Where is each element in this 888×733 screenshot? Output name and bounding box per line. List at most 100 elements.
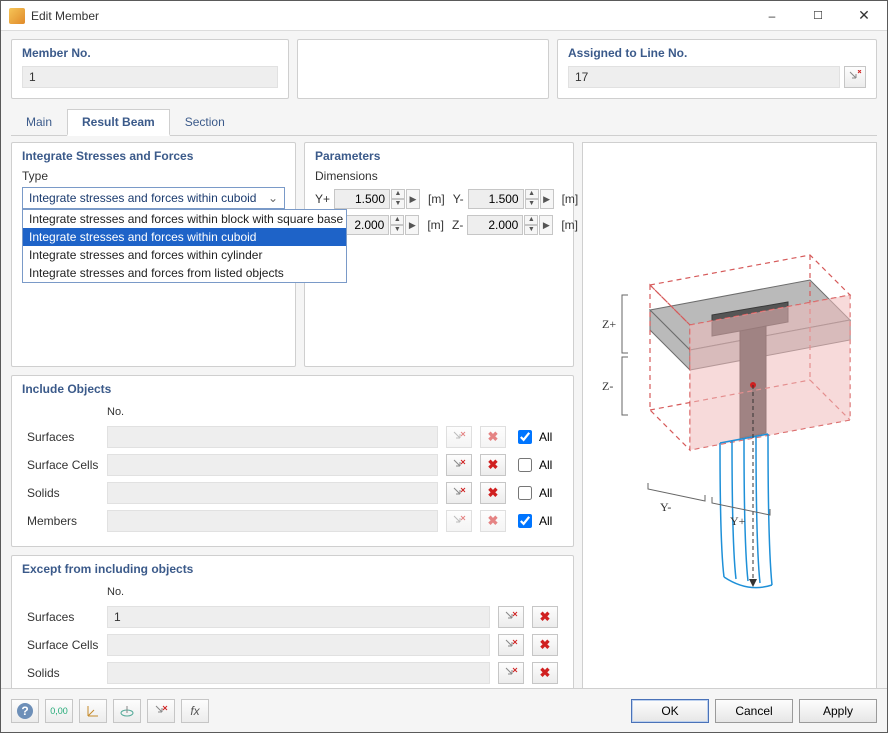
include-2-all-check[interactable]: All xyxy=(514,483,558,503)
member-no-label: Member No. xyxy=(22,46,278,60)
integrate-title: Integrate Stresses and Forces xyxy=(22,149,285,163)
include-0-pick-button xyxy=(446,426,472,448)
type-selected: Integrate stresses and forces within cub… xyxy=(29,191,256,205)
tool-axes-button[interactable] xyxy=(79,699,107,723)
include-title: Include Objects xyxy=(22,382,563,396)
apply-button[interactable]: Apply xyxy=(799,699,877,723)
include-0-input[interactable] xyxy=(107,426,438,448)
include-1-pick-button[interactable] xyxy=(446,454,472,476)
y-minus-input[interactable] xyxy=(468,189,524,209)
preview-z-minus: Z- xyxy=(602,379,613,393)
member-no-input[interactable] xyxy=(22,66,278,88)
chevron-down-icon: ⌄ xyxy=(268,191,278,205)
except-0-input[interactable] xyxy=(107,606,490,628)
tool-view-button[interactable] xyxy=(113,699,141,723)
client-area: Member No. Assigned to Line No. Main Res… xyxy=(1,31,887,688)
z-minus-input[interactable] xyxy=(467,215,523,235)
blank-header-panel xyxy=(297,39,549,99)
ok-button[interactable]: OK xyxy=(631,699,709,723)
y-minus-unit: [m] xyxy=(562,192,579,206)
y-plus-label: Y+ xyxy=(315,192,330,206)
preview-z-plus: Z+ xyxy=(602,317,616,331)
except-1-input[interactable] xyxy=(107,634,490,656)
pick-line-button[interactable] xyxy=(844,66,866,88)
window-title: Edit Member xyxy=(31,9,749,23)
assigned-line-label: Assigned to Line No. xyxy=(568,46,866,60)
preview-y-plus: Y+ xyxy=(730,514,746,528)
dialog-window: Edit Member – ☐ ✕ Member No. Assigned to… xyxy=(0,0,888,733)
assigned-line-input[interactable] xyxy=(568,66,840,88)
include-3-input[interactable] xyxy=(107,510,438,532)
minimize-button[interactable]: – xyxy=(749,1,795,31)
assigned-line-panel: Assigned to Line No. xyxy=(557,39,877,99)
except-0-pick-button[interactable] xyxy=(498,606,524,628)
include-0-all-check[interactable]: All xyxy=(514,427,558,447)
preview-svg: Z+ Z- Y- Y+ xyxy=(590,185,870,685)
type-option-0[interactable]: Integrate stresses and forces within blo… xyxy=(23,210,346,228)
member-no-panel: Member No. xyxy=(11,39,289,99)
include-0-delete-button: ✖ xyxy=(480,426,506,448)
type-option-3[interactable]: Integrate stresses and forces from liste… xyxy=(23,264,346,282)
include-row-label: Surface Cells xyxy=(24,452,102,478)
z-minus-unit: [m] xyxy=(561,218,578,232)
include-no-header: No. xyxy=(104,404,449,420)
except-title: Except from including objects xyxy=(22,562,563,576)
y-minus-spin[interactable]: ▲▼▶ xyxy=(468,189,554,209)
include-3-all-check[interactable]: All xyxy=(514,511,558,531)
tab-strip: Main Result Beam Section xyxy=(11,109,877,136)
view-icon xyxy=(119,703,135,719)
tab-result-beam[interactable]: Result Beam xyxy=(67,109,170,136)
tool-fx-button[interactable]: fx xyxy=(181,699,209,723)
tab-section[interactable]: Section xyxy=(170,109,240,135)
tool-pick-button[interactable] xyxy=(147,699,175,723)
except-2-pick-button[interactable] xyxy=(498,662,524,684)
include-1-delete-button[interactable]: ✖ xyxy=(480,454,506,476)
app-icon xyxy=(9,8,25,24)
type-option-2[interactable]: Integrate stresses and forces within cyl… xyxy=(23,246,346,264)
y-plus-unit: [m] xyxy=(428,192,445,206)
axes-icon xyxy=(85,703,101,719)
tool-units-button[interactable]: 0,00 xyxy=(45,699,73,723)
titlebar: Edit Member – ☐ ✕ xyxy=(1,1,887,31)
y-plus-input[interactable] xyxy=(334,189,390,209)
include-row-label: Solids xyxy=(24,480,102,506)
except-1-delete-button[interactable]: ✖ xyxy=(532,634,558,656)
include-1-all-check[interactable]: All xyxy=(514,455,558,475)
except-1-pick-button[interactable] xyxy=(498,634,524,656)
tab-main[interactable]: Main xyxy=(11,109,67,135)
type-combo[interactable]: Integrate stresses and forces within cub… xyxy=(22,187,285,209)
include-panel: Include Objects No. Surfaces ✖ All Surface … xyxy=(11,375,574,547)
include-row-label: Members xyxy=(24,508,102,534)
dimensions-label: Dimensions xyxy=(315,169,563,183)
type-label: Type xyxy=(22,169,285,183)
maximize-button[interactable]: ☐ xyxy=(795,1,841,31)
include-2-delete-button[interactable]: ✖ xyxy=(480,482,506,504)
include-2-input[interactable] xyxy=(107,482,438,504)
y-minus-label: Y- xyxy=(453,192,464,206)
z-plus-unit: [m] xyxy=(427,218,444,232)
y-plus-spin[interactable]: ▲▼▶ xyxy=(334,189,420,209)
pick-icon xyxy=(848,70,862,84)
except-0-delete-button[interactable]: ✖ xyxy=(532,606,558,628)
except-row-label: Surface Cells xyxy=(24,632,102,658)
preview-panel: Z+ Z- Y- Y+ xyxy=(582,142,877,688)
integrate-panel: Integrate Stresses and Forces Type Integ… xyxy=(11,142,296,367)
close-button[interactable]: ✕ xyxy=(841,1,887,31)
help-icon: ? xyxy=(17,703,33,719)
type-dropdown: Integrate stresses and forces within blo… xyxy=(22,209,347,283)
except-row-label: Solids xyxy=(24,660,102,686)
include-3-pick-button xyxy=(446,510,472,532)
tool-help-button[interactable]: ? xyxy=(11,699,39,723)
cursor-x-icon xyxy=(153,703,169,719)
type-option-1[interactable]: Integrate stresses and forces within cub… xyxy=(23,228,346,246)
except-2-delete-button[interactable]: ✖ xyxy=(532,662,558,684)
include-2-pick-button[interactable] xyxy=(446,482,472,504)
include-1-input[interactable] xyxy=(107,454,438,476)
parameters-title: Parameters xyxy=(315,149,563,163)
except-2-input[interactable] xyxy=(107,662,490,684)
z-minus-spin[interactable]: ▲▼▶ xyxy=(467,215,553,235)
units-icon: 0,00 xyxy=(50,706,68,716)
fx-icon: fx xyxy=(190,704,199,718)
include-row-label: Surfaces xyxy=(24,424,102,450)
cancel-button[interactable]: Cancel xyxy=(715,699,793,723)
